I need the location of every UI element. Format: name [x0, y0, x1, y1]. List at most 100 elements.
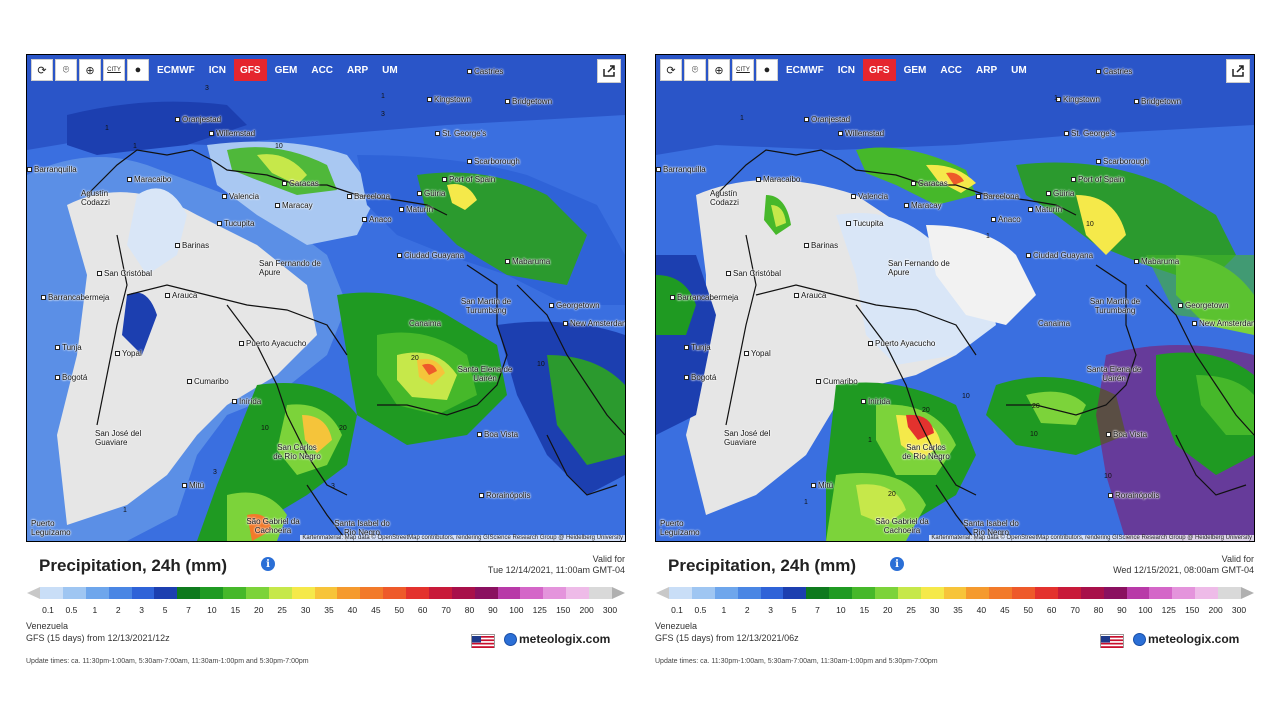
legend-tick-label: 30 — [300, 605, 311, 615]
region-name: Venezuela — [26, 621, 69, 631]
meteologix-logo-icon — [504, 632, 517, 646]
location-pin-icon[interactable]: ⌾ — [684, 59, 706, 81]
city-label: Santa Isabel do Rio Negro — [334, 519, 390, 537]
city-label: Puerto Leguízamo — [31, 519, 71, 537]
refresh-icon[interactable]: ⟳ — [660, 59, 682, 81]
legend-swatch — [223, 587, 246, 599]
city-label: Agustín Codazzi — [710, 189, 739, 207]
map-toolbar: ⟳ ⌾ ⊕ CITY ● ECMWF ICN GFS GEM ACC ARP U… — [31, 59, 404, 81]
share-icon[interactable] — [1226, 59, 1250, 83]
model-icn-button[interactable]: ICN — [208, 64, 227, 76]
city-label: San Carlos de Río Negro — [902, 443, 950, 461]
legend-tick-label: 100 — [509, 605, 524, 615]
city-label: Puerto Ayacucho — [868, 339, 935, 348]
legend-tick-label: 35 — [324, 605, 334, 615]
legend-tick-label: 10 — [207, 605, 217, 615]
legend-tick-label: 300 — [602, 605, 618, 615]
model-arp-button[interactable]: ARP — [347, 64, 369, 76]
legend-swatch — [714, 587, 738, 599]
city-label: Canaima — [409, 319, 442, 328]
legend-swatch — [852, 587, 875, 599]
city-toggle-button[interactable]: CITY — [103, 59, 125, 81]
city-label: San Martín de Turumbang — [460, 297, 512, 315]
legend-tick-label: 1 — [721, 605, 727, 615]
legend-tick-label: 80 — [464, 605, 475, 615]
city-label: Barrancabermeja — [670, 293, 738, 302]
city-label: Georgetown — [549, 301, 600, 310]
legend-swatch — [268, 587, 292, 599]
dot-toggle-icon[interactable]: ● — [127, 59, 149, 81]
region-info: Venezuela GFS (15 days) from 12/13/2021/… — [26, 620, 170, 644]
legend-swatch — [497, 587, 521, 599]
city-label: Willemstad — [209, 129, 255, 138]
city-label: Maturín — [1028, 205, 1062, 214]
legend-tick-label: 20 — [883, 605, 893, 615]
legend-tick-label: 7 — [186, 605, 191, 615]
model-arp-button[interactable]: ARP — [976, 64, 998, 76]
legend-tick-label: 5 — [162, 605, 168, 615]
color-legend — [26, 587, 626, 603]
dot-toggle-icon[interactable]: ● — [756, 59, 778, 81]
model-gfs-button[interactable]: GFS — [234, 59, 267, 81]
model-acc-button[interactable]: ACC — [311, 64, 334, 76]
precipitation-map[interactable]: ⟳ ⌾ ⊕ CITY ● ECMWF ICN GFS GEM ACC ARP U… — [655, 54, 1255, 542]
model-ecmwf-button[interactable]: ECMWF — [157, 64, 195, 76]
city-label: Castries — [1096, 67, 1132, 76]
legend-swatch — [806, 587, 830, 599]
zoom-icon[interactable]: ⊕ — [708, 59, 730, 81]
model-acc-button[interactable]: ACC — [940, 64, 963, 76]
legend-swatch — [1012, 587, 1035, 599]
us-flag-icon[interactable] — [1100, 634, 1124, 648]
model-um-button[interactable]: UM — [382, 64, 398, 76]
legend-tick-label: 0.5 — [65, 605, 78, 615]
contour-label: 20 — [339, 425, 347, 432]
info-icon[interactable]: i — [261, 557, 275, 571]
city-toggle-button[interactable]: CITY — [732, 59, 754, 81]
contour-label: 3 — [213, 469, 217, 476]
info-icon[interactable]: i — [890, 557, 904, 571]
refresh-icon[interactable]: ⟳ — [31, 59, 53, 81]
city-label: Ciudad Guayana — [397, 251, 464, 260]
zoom-icon[interactable]: ⊕ — [79, 59, 101, 81]
city-label: Willemstad — [838, 129, 884, 138]
city-label: Ciudad Guayana — [1026, 251, 1093, 260]
city-label: Boa Vista — [477, 430, 518, 439]
title-row: Precipitation, 24h (mm) i Valid for Wed … — [668, 554, 1254, 584]
legend-swatch — [566, 587, 589, 599]
model-gfs-button[interactable]: GFS — [863, 59, 896, 81]
brand-logo[interactable]: meteologix.com — [1133, 632, 1239, 646]
city-label: Tucupita — [217, 219, 254, 228]
meteologix-logo-icon — [1133, 632, 1146, 646]
precipitation-map[interactable]: ⟳ ⌾ ⊕ CITY ● ECMWF ICN GFS GEM ACC ARP U… — [26, 54, 626, 542]
legend-swatch — [1149, 587, 1173, 599]
contour-label: 1 — [986, 233, 990, 240]
legend-bar — [40, 587, 612, 599]
legend-tick-label: 90 — [488, 605, 498, 615]
valid-for-label: Valid for — [592, 554, 625, 564]
model-gem-button[interactable]: GEM — [903, 64, 927, 76]
contour-label: 20 — [888, 491, 896, 498]
city-label: Inírida — [861, 397, 890, 406]
legend-swatch — [451, 587, 475, 599]
model-gem-button[interactable]: GEM — [274, 64, 298, 76]
city-label: Cumaribo — [816, 377, 858, 386]
city-label: San Carlos de Río Negro — [273, 443, 321, 461]
city-label: Barcelona — [976, 192, 1019, 201]
update-times: Update times: ca. 11:30pm-1:00am, 5:30am… — [26, 658, 309, 665]
city-label: Mabaruma — [505, 257, 550, 266]
legend-swatch — [1172, 587, 1196, 599]
contour-label: 10 — [261, 425, 269, 432]
map-attribution: Kartenmaterial: Map data © OpenStreetMap… — [300, 535, 625, 541]
model-um-button[interactable]: UM — [1011, 64, 1027, 76]
model-icn-button[interactable]: ICN — [837, 64, 856, 76]
city-label: New Amsterdam — [1192, 319, 1254, 328]
legend-swatch — [177, 587, 201, 599]
legend-swatch — [520, 587, 544, 599]
location-pin-icon[interactable]: ⌾ — [55, 59, 77, 81]
brand-logo[interactable]: meteologix.com — [504, 632, 610, 646]
contour-label: 1 — [804, 499, 808, 506]
us-flag-icon[interactable] — [471, 634, 495, 648]
city-label: Santa Isabel do Rio Negro — [963, 519, 1019, 537]
model-ecmwf-button[interactable]: ECMWF — [786, 64, 824, 76]
share-icon[interactable] — [597, 59, 621, 83]
